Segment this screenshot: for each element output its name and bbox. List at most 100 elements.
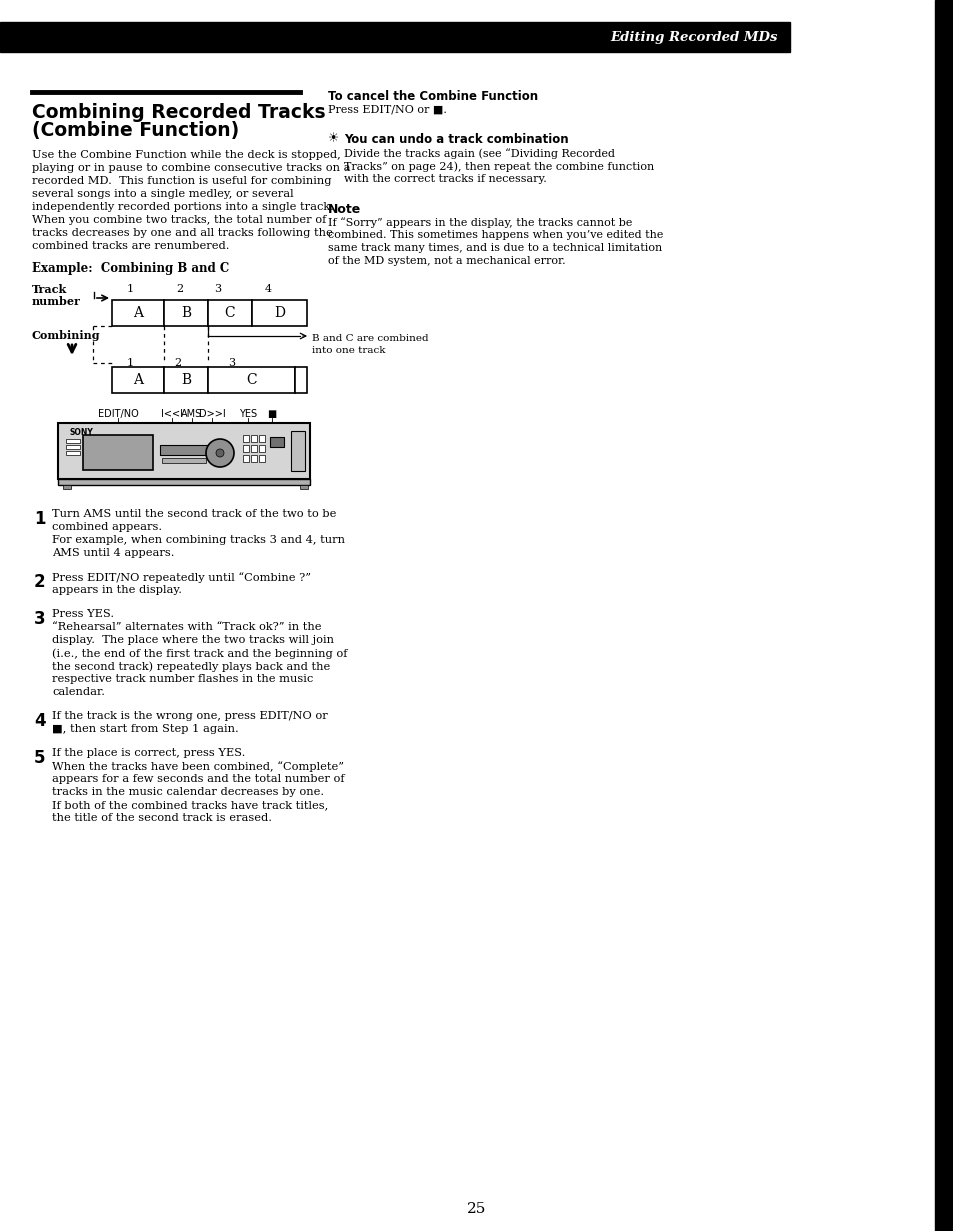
Text: playing or in pause to combine consecutive tracks on a: playing or in pause to combine consecuti…	[32, 162, 350, 174]
Text: B: B	[181, 307, 191, 320]
Bar	[66, 444, 80, 449]
Text: combined tracks are renumbered.: combined tracks are renumbered.	[32, 241, 230, 251]
Bar	[251, 455, 256, 462]
Bar	[294, 367, 307, 393]
Text: 3: 3	[34, 611, 46, 628]
Text: 3: 3	[228, 358, 235, 368]
Bar	[243, 435, 249, 442]
Text: the second track) repeatedly plays back and the: the second track) repeatedly plays back …	[52, 661, 330, 672]
Bar	[243, 444, 249, 452]
Text: appears for a few seconds and the total number of: appears for a few seconds and the total …	[52, 774, 344, 784]
Bar	[63, 485, 71, 489]
Bar	[243, 455, 249, 462]
Text: 1: 1	[127, 358, 133, 368]
Text: Editing Recorded MDs: Editing Recorded MDs	[610, 31, 778, 43]
Circle shape	[206, 439, 233, 467]
Text: “Rehearsal” alternates with “Track ok?” in the: “Rehearsal” alternates with “Track ok?” …	[52, 622, 321, 632]
Text: Track: Track	[32, 284, 67, 295]
Text: C: C	[225, 307, 235, 320]
Text: combined. This sometimes happens when you’ve edited the: combined. This sometimes happens when yo…	[328, 230, 662, 240]
Text: Combining Recorded Tracks: Combining Recorded Tracks	[32, 103, 325, 122]
Text: ☀: ☀	[328, 132, 339, 145]
Text: 4: 4	[34, 712, 46, 730]
Bar	[58, 479, 310, 485]
Text: If the place is correct, press YES.: If the place is correct, press YES.	[52, 748, 245, 758]
Text: When you combine two tracks, the total number of: When you combine two tracks, the total n…	[32, 215, 326, 225]
Text: Press EDIT/NO or ■.: Press EDIT/NO or ■.	[328, 103, 446, 114]
Text: If both of the combined tracks have track titles,: If both of the combined tracks have trac…	[52, 800, 328, 810]
Text: If “Sorry” appears in the display, the tracks cannot be: If “Sorry” appears in the display, the t…	[328, 217, 632, 228]
Text: C: C	[246, 373, 256, 387]
Text: 4: 4	[264, 284, 272, 294]
Bar	[291, 431, 305, 471]
Text: ■: ■	[267, 409, 276, 419]
Text: Turn AMS until the second track of the two to be: Turn AMS until the second track of the t…	[52, 508, 336, 519]
Bar	[258, 435, 265, 442]
Bar	[251, 435, 256, 442]
Text: Note: Note	[328, 203, 361, 215]
Bar	[0, 22, 789, 52]
Text: A: A	[132, 307, 143, 320]
Bar	[162, 458, 206, 463]
Bar	[299, 485, 308, 489]
Text: 1: 1	[34, 510, 46, 528]
Text: appears in the display.: appears in the display.	[52, 585, 182, 595]
Bar	[270, 437, 284, 447]
Bar	[58, 423, 310, 479]
Text: recorded MD.  This function is useful for combining: recorded MD. This function is useful for…	[32, 176, 331, 186]
Text: 5: 5	[34, 748, 46, 767]
Text: independently recorded portions into a single track.: independently recorded portions into a s…	[32, 202, 334, 212]
Text: 3: 3	[214, 284, 221, 294]
Text: For example, when combining tracks 3 and 4, turn: For example, when combining tracks 3 and…	[52, 535, 345, 545]
Text: Press EDIT/NO repeatedly until “Combine ?”: Press EDIT/NO repeatedly until “Combine …	[52, 572, 311, 582]
Text: into one track: into one track	[312, 346, 385, 355]
Text: tracks in the music calendar decreases by one.: tracks in the music calendar decreases b…	[52, 787, 324, 796]
Text: same track many times, and is due to a technical limitation: same track many times, and is due to a t…	[328, 243, 661, 254]
Text: with the correct tracks if necessary.: with the correct tracks if necessary.	[344, 174, 546, 183]
Text: ■, then start from Step 1 again.: ■, then start from Step 1 again.	[52, 724, 238, 734]
Text: tracks decreases by one and all tracks following the: tracks decreases by one and all tracks f…	[32, 228, 333, 238]
Text: (i.e., the end of the first track and the beginning of: (i.e., the end of the first track and th…	[52, 648, 347, 659]
Bar	[66, 439, 80, 443]
Bar	[208, 300, 252, 326]
Text: Divide the tracks again (see “Dividing Recorded: Divide the tracks again (see “Dividing R…	[344, 148, 615, 159]
Text: number: number	[32, 295, 81, 307]
Text: B: B	[181, 373, 191, 387]
Bar	[164, 367, 208, 393]
Circle shape	[215, 449, 224, 457]
Bar	[258, 455, 265, 462]
Text: respective track number flashes in the music: respective track number flashes in the m…	[52, 675, 313, 684]
Text: To cancel the Combine Function: To cancel the Combine Function	[328, 90, 537, 103]
Text: 2: 2	[34, 572, 46, 591]
Text: 1: 1	[127, 284, 133, 294]
Bar	[252, 300, 307, 326]
Text: B and C are combined: B and C are combined	[312, 334, 428, 343]
Text: D>>I: D>>I	[198, 409, 225, 419]
Bar	[251, 444, 256, 452]
Bar	[160, 444, 208, 455]
Text: Press YES.: Press YES.	[52, 609, 114, 619]
Text: Use the Combine Function while the deck is stopped,: Use the Combine Function while the deck …	[32, 150, 340, 160]
Text: When the tracks have been combined, “Complete”: When the tracks have been combined, “Com…	[52, 761, 344, 772]
Text: of the MD system, not a mechanical error.: of the MD system, not a mechanical error…	[328, 256, 565, 266]
Bar	[208, 367, 294, 393]
Text: 25: 25	[467, 1201, 486, 1216]
Text: I<<I: I<<I	[161, 409, 183, 419]
Text: the title of the second track is erased.: the title of the second track is erased.	[52, 812, 272, 824]
Text: Combining: Combining	[32, 330, 100, 341]
Text: calendar.: calendar.	[52, 687, 105, 697]
Bar	[164, 300, 208, 326]
Text: If the track is the wrong one, press EDIT/NO or: If the track is the wrong one, press EDI…	[52, 712, 328, 721]
Text: Example:  Combining B and C: Example: Combining B and C	[32, 262, 229, 275]
Bar	[934, 0, 953, 1231]
Text: D: D	[274, 307, 285, 320]
Text: AMS until 4 appears.: AMS until 4 appears.	[52, 548, 174, 558]
Text: 2: 2	[176, 284, 183, 294]
Text: Tracks” on page 24), then repeat the combine function: Tracks” on page 24), then repeat the com…	[344, 161, 654, 171]
Text: EDIT/NO: EDIT/NO	[97, 409, 138, 419]
Bar	[112, 300, 164, 326]
Text: (Combine Function): (Combine Function)	[32, 121, 239, 140]
Text: display.  The place where the two tracks will join: display. The place where the two tracks …	[52, 635, 334, 645]
Bar	[112, 367, 164, 393]
Text: combined appears.: combined appears.	[52, 522, 162, 532]
